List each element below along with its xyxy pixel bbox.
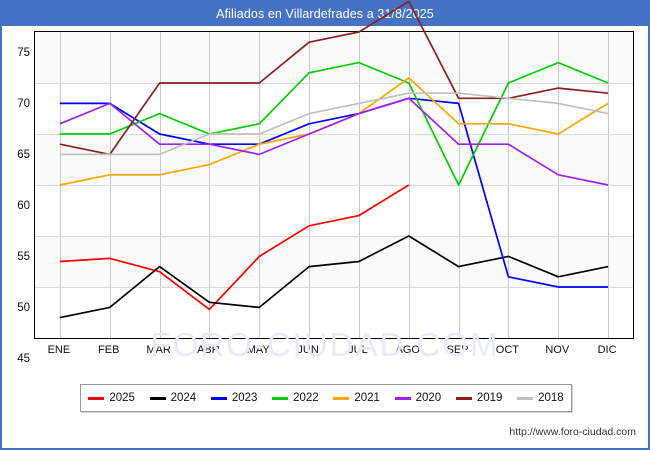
legend-item-label: 2019 bbox=[476, 392, 503, 404]
y-tick-label: 75 bbox=[17, 47, 30, 59]
legend-item-2025[interactable]: 2025 bbox=[88, 392, 135, 404]
gridline-horizontal bbox=[35, 287, 633, 288]
legend-item-2021[interactable]: 2021 bbox=[333, 392, 380, 404]
legend-item-label: 2024 bbox=[170, 392, 197, 404]
series-line-2025 bbox=[59, 184, 410, 311]
legend-item-2019[interactable]: 2019 bbox=[455, 392, 503, 404]
y-tick-label: 70 bbox=[17, 98, 30, 110]
plot-band bbox=[35, 287, 633, 338]
page-title: Afiliados en Villardefrades a 31/8/2025 bbox=[216, 7, 434, 21]
legend-swatch-icon bbox=[394, 396, 411, 400]
x-tick-label: DIC bbox=[597, 344, 617, 356]
legend-item-label: 2023 bbox=[231, 392, 258, 404]
legend-swatch-icon bbox=[149, 396, 166, 400]
legend-item-label: 2020 bbox=[415, 392, 442, 404]
x-tick-label: MAR bbox=[146, 344, 171, 356]
source-url: http://www.foro-ciudad.com bbox=[509, 426, 636, 438]
plot-area bbox=[34, 0, 634, 339]
legend-swatch-icon bbox=[455, 396, 472, 400]
series-line-2019 bbox=[59, 0, 609, 156]
legend-item-2022[interactable]: 2022 bbox=[272, 392, 319, 404]
legend-item-label: 2018 bbox=[538, 392, 564, 404]
chart-legend: 2025 2024 2023 2022 2021 2020 2019 2018 bbox=[80, 384, 572, 412]
gridline-horizontal bbox=[35, 185, 633, 186]
legend-item-label: 2021 bbox=[354, 392, 380, 404]
legend-swatch-icon bbox=[517, 396, 534, 400]
x-tick-label: SEP bbox=[446, 344, 469, 356]
series-line-2024 bbox=[59, 235, 609, 319]
y-tick-label: 65 bbox=[17, 149, 30, 161]
gridline-horizontal bbox=[35, 134, 633, 135]
y-tick-label: 45 bbox=[17, 353, 30, 365]
y-axis-ticks: 45 50 55 60 65 70 75 bbox=[2, 47, 650, 380]
legend-item-2024[interactable]: 2024 bbox=[149, 392, 197, 404]
gridline-horizontal bbox=[35, 83, 633, 84]
x-tick-label: MAY bbox=[246, 344, 270, 356]
series-line-2022 bbox=[59, 61, 609, 186]
legend-item-2018[interactable]: 2018 bbox=[517, 392, 564, 404]
y-tick-label: 60 bbox=[17, 200, 30, 212]
series-line-2023 bbox=[59, 97, 609, 288]
plot-band bbox=[35, 185, 633, 236]
window-title-bar: Afiliados en Villardefrades a 31/8/2025 bbox=[2, 2, 648, 26]
x-tick-label: JUL bbox=[348, 344, 368, 356]
y-tick-label: 50 bbox=[17, 302, 30, 314]
x-tick-label: AGO bbox=[395, 344, 420, 356]
legend-item-label: 2025 bbox=[109, 392, 135, 404]
x-tick-label: ABR bbox=[197, 344, 220, 356]
legend-item-2020[interactable]: 2020 bbox=[394, 392, 442, 404]
series-lines bbox=[59, 0, 609, 319]
series-line-2020 bbox=[59, 97, 609, 186]
x-tick-label: FEB bbox=[98, 344, 120, 356]
legend-swatch-icon bbox=[272, 396, 289, 400]
x-tick-label: JUN bbox=[297, 344, 319, 356]
gridline-horizontal bbox=[35, 236, 633, 237]
x-tick-label: NOV bbox=[545, 344, 570, 356]
legend-swatch-icon bbox=[333, 396, 350, 400]
y-tick-label: 55 bbox=[17, 251, 30, 263]
series-line-2018 bbox=[59, 92, 609, 156]
legend-item-label: 2022 bbox=[293, 392, 319, 404]
legend-swatch-icon bbox=[88, 396, 105, 400]
x-tick-label: OCT bbox=[495, 344, 520, 356]
legend-item-2023[interactable]: 2023 bbox=[210, 392, 258, 404]
legend-swatch-icon bbox=[210, 396, 227, 400]
x-tick-label: ENE bbox=[47, 344, 71, 356]
